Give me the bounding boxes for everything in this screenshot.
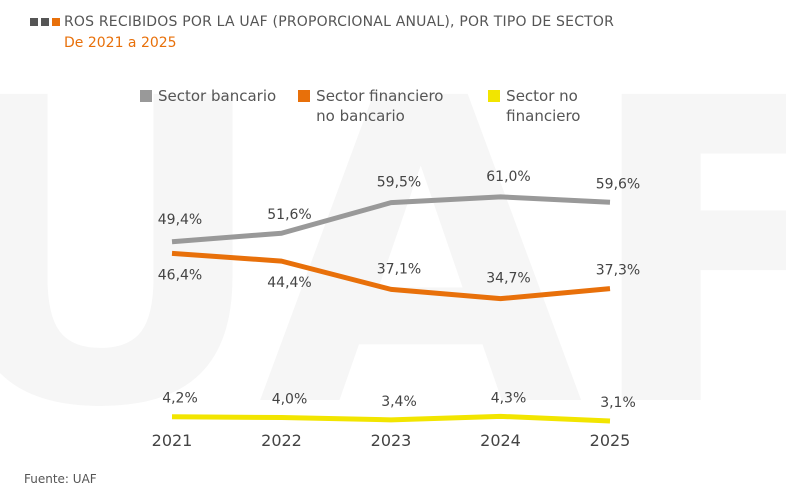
data-label: 34,7% — [486, 271, 530, 287]
x-tick-label: 2023 — [371, 431, 412, 450]
data-label: 46,4% — [158, 267, 202, 283]
data-label: 3,4% — [381, 394, 417, 410]
line — [171, 413, 611, 424]
data-label: 59,6% — [596, 176, 640, 192]
chart-subtitle: De 2021 a 2025 — [64, 35, 177, 51]
watermark: UAF — [0, 11, 786, 494]
line — [171, 194, 611, 245]
x-tick-label: 2021 — [152, 431, 193, 450]
title-square — [52, 18, 60, 26]
source: Fuente: UAF — [24, 472, 97, 486]
legend-swatch — [140, 90, 152, 102]
legend-label: Sector bancario — [158, 87, 277, 105]
legend: Sector bancario Sector financiero no banc… — [140, 86, 656, 126]
data-label: 59,5% — [377, 175, 421, 191]
data-label: 49,4% — [158, 212, 202, 228]
data-label: 4,2% — [162, 391, 198, 407]
title-square — [41, 18, 49, 26]
legend-label: Sector financiero no bancario — [316, 87, 444, 125]
x-tick-label: 2024 — [480, 431, 521, 450]
legend-label: Sector no financiero — [506, 87, 581, 125]
legend-item: Sector bancario — [140, 86, 276, 126]
data-label: 61,0% — [486, 169, 530, 185]
data-label: 4,0% — [272, 392, 308, 408]
data-label: 37,3% — [596, 263, 640, 279]
x-tick-label: 2025 — [590, 431, 631, 450]
title-square — [30, 18, 38, 26]
legend-item: Sector financiero no bancario — [298, 86, 466, 126]
data-label: 3,1% — [600, 395, 636, 411]
data-label: 51,6% — [267, 207, 311, 223]
line — [171, 250, 611, 302]
legend-item: Sector no financiero — [488, 86, 656, 126]
x-tick-label: 2022 — [261, 431, 302, 450]
legend-swatch — [488, 90, 501, 102]
data-label: 44,4% — [267, 275, 311, 291]
data-label: 37,1% — [377, 261, 421, 277]
legend-swatch — [298, 90, 311, 102]
data-label: 4,3% — [491, 390, 527, 406]
chart-title: ROS RECIBIDOS POR LA UAF (PROPORCIONAL A… — [64, 14, 615, 30]
